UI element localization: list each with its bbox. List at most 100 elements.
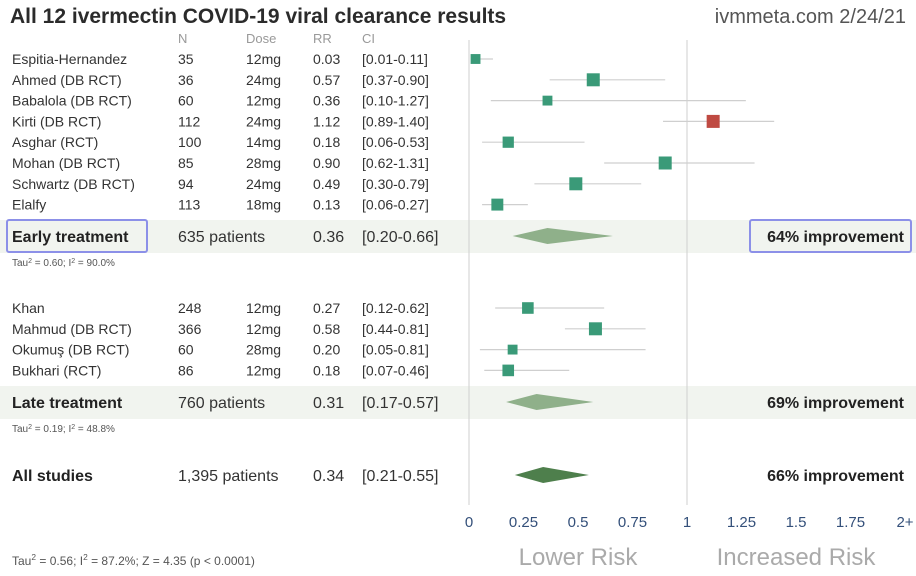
study-row: Ahmed (DB RCT) 36 24mg 0.57 [0.37-0.90]	[12, 72, 666, 88]
study-rr: 0.57	[313, 72, 340, 88]
overall-patients: 1,395 patients	[178, 468, 279, 485]
study-marker	[502, 364, 515, 377]
study-row: Schwartz (DB RCT) 94 24mg 0.49 [0.30-0.79]	[12, 176, 642, 192]
study-rr: 0.49	[313, 176, 340, 192]
study-name: Khan	[12, 300, 45, 316]
study-dose: 24mg	[246, 113, 281, 129]
study-n: 248	[178, 300, 202, 316]
study-name: Schwartz (DB RCT)	[12, 176, 135, 192]
group-patients: 760 patients	[178, 395, 265, 412]
x-axis-ticks: 0 0.25 0.5 0.75 1 1.25 1.5 1.75 2+	[465, 514, 914, 531]
study-ci: [0.07-0.46]	[362, 362, 429, 378]
group-band	[0, 220, 916, 253]
study-name: Elalfy	[12, 197, 46, 213]
tick-label: 0.25	[509, 514, 538, 531]
study-dose: 12mg	[246, 93, 281, 109]
study-ci: [0.37-0.90]	[362, 72, 429, 88]
study-dose: 12mg	[246, 51, 281, 67]
group-improvement: 64% improvement	[767, 229, 905, 246]
study-marker	[491, 198, 504, 211]
study-rr: 0.90	[313, 155, 340, 171]
improvement-highlight	[749, 219, 912, 253]
study-n: 60	[178, 342, 194, 358]
study-rr: 0.36	[313, 93, 340, 109]
column-header-dose: Dose	[246, 31, 276, 46]
study-dose: 28mg	[246, 342, 281, 358]
study-dose: 28mg	[246, 155, 281, 171]
study-name: Ahmed (DB RCT)	[12, 72, 122, 88]
study-ci: [0.30-0.79]	[362, 176, 429, 192]
study-row: Asghar (RCT) 100 14mg 0.18 [0.06-0.53]	[12, 134, 585, 150]
study-row: Kirti (DB RCT) 112 24mg 1.12 [0.89-1.40]	[12, 113, 775, 129]
group-rr: 0.31	[313, 395, 344, 412]
group-diamond	[512, 228, 613, 244]
overall-summary: All studies 1,395 patients 0.34 [0.21-0.55]…	[12, 467, 905, 485]
study-row: Espitia-Hernandez 35 12mg 0.03 [0.01-0.11]	[12, 51, 493, 67]
study-rr: 0.20	[313, 342, 340, 358]
study-row: Bukhari (RCT) 86 12mg 0.18 [0.07-0.46]	[12, 362, 570, 378]
study-name: Mahmud (DB RCT)	[12, 321, 132, 337]
lower-risk-label: Lower Risk	[519, 544, 639, 571]
study-row: Babalola (DB RCT) 60 12mg 0.36 [0.10-1.27]	[12, 93, 746, 109]
study-marker	[706, 114, 720, 128]
group-summary: Late treatment 760 patients 0.31 [0.17-0.57…	[12, 394, 905, 412]
study-ci: [0.06-0.53]	[362, 134, 429, 150]
study-rr: 0.03	[313, 51, 340, 67]
group-heterogeneity: Tau2 = 0.19; I2 = 48.8%	[12, 424, 115, 436]
overall-label: All studies	[12, 468, 93, 485]
study-marker	[470, 54, 481, 64]
study-marker	[542, 95, 553, 106]
study-ci: [0.10-1.27]	[362, 93, 429, 109]
study-row: Okumuş (DB RCT) 60 28mg 0.20 [0.05-0.81]	[12, 342, 646, 358]
increased-risk-label: Increased Risk	[717, 544, 877, 571]
study-dose: 12mg	[246, 300, 281, 316]
study-rows: Espitia-Hernandez 35 12mg 0.03 [0.01-0.11] Ah…	[6, 51, 912, 568]
tick-label: 0.5	[568, 514, 589, 531]
group-patients: 635 patients	[178, 229, 265, 246]
study-rr: 1.12	[313, 113, 340, 129]
study-n: 94	[178, 176, 194, 192]
group-label: Early treatment	[12, 229, 129, 246]
study-ci: [0.12-0.62]	[362, 300, 429, 316]
study-ci: [0.05-0.81]	[362, 342, 429, 358]
group-heterogeneity: Tau2 = 0.60; I2 = 90.0%	[12, 258, 115, 270]
group-improvement: 69% improvement	[767, 395, 905, 412]
study-ci: [0.89-1.40]	[362, 113, 429, 129]
study-ci: [0.06-0.27]	[362, 197, 429, 213]
study-name: Asghar (RCT)	[12, 134, 98, 150]
chart-title: All 12 ivermectin COVID-19 viral clearan…	[10, 5, 506, 28]
overall-improvement: 66% improvement	[767, 468, 905, 485]
tick-label: 0	[465, 514, 473, 531]
study-name: Kirti (DB RCT)	[12, 113, 101, 129]
study-dose: 24mg	[246, 72, 281, 88]
study-dose: 18mg	[246, 197, 281, 213]
group-ci: [0.20-0.66]	[362, 229, 439, 246]
study-row: Mahmud (DB RCT) 366 12mg 0.58 [0.44-0.81]	[12, 321, 646, 337]
study-rr: 0.18	[313, 134, 340, 150]
study-name: Bukhari (RCT)	[12, 362, 101, 378]
study-marker	[507, 344, 518, 355]
study-marker	[588, 322, 602, 336]
study-ci: [0.01-0.11]	[362, 51, 428, 67]
tick-label: 0.75	[618, 514, 647, 531]
group-rr: 0.36	[313, 229, 344, 246]
study-ci: [0.62-1.31]	[362, 155, 429, 171]
study-rr: 0.18	[313, 362, 340, 378]
study-n: 86	[178, 362, 194, 378]
study-dose: 24mg	[246, 176, 281, 192]
study-n: 60	[178, 93, 194, 109]
axis-lines	[468, 40, 688, 505]
group-label-highlight	[6, 219, 148, 253]
study-n: 113	[178, 197, 201, 213]
overall-ci: [0.21-0.55]	[362, 468, 439, 485]
study-dose: 12mg	[246, 362, 281, 378]
study-marker	[658, 156, 672, 170]
column-header-ci: CI	[362, 31, 375, 46]
tick-label: 2+	[896, 514, 913, 531]
study-row: Khan 248 12mg 0.27 [0.12-0.62]	[12, 300, 605, 316]
study-ci: [0.44-0.81]	[362, 321, 429, 337]
group-bands	[0, 220, 916, 419]
tick-label: 1.5	[786, 514, 807, 531]
group-band	[0, 386, 916, 419]
